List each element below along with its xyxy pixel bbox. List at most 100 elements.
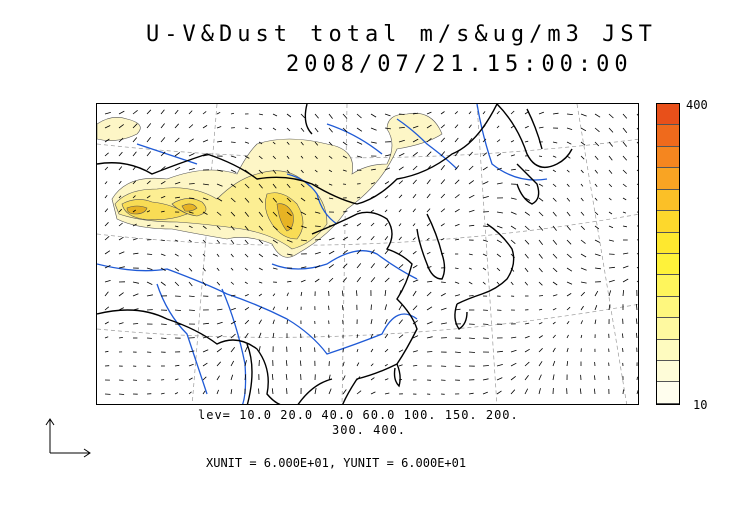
wind-arrow: [286, 306, 289, 311]
wind-arrow: [314, 127, 319, 133]
river: [476, 104, 548, 181]
wind-arrow: [510, 168, 516, 171]
wind-arrow: [356, 209, 361, 213]
wind-arrow: [636, 389, 638, 395]
wind-arrow: [398, 250, 403, 255]
wind-arrow: [580, 225, 585, 230]
colorbar-cell: [657, 296, 679, 319]
wind-arrow: [440, 111, 445, 115]
wind-arrow: [398, 264, 404, 269]
wind-arrow: [566, 253, 572, 259]
wind-arrow: [230, 267, 234, 271]
grid-line: [191, 104, 218, 404]
wind-arrow: [398, 208, 402, 213]
wind-arrow: [510, 349, 517, 353]
wind-arrow: [314, 169, 318, 173]
wind-arrow: [230, 253, 234, 258]
wind-arrow: [118, 110, 125, 115]
wind-arrow: [538, 361, 543, 367]
colorbar-cell: [657, 318, 679, 340]
wind-arrow: [412, 365, 418, 367]
wind-arrow: [244, 141, 250, 144]
wind-arrow: [300, 169, 304, 174]
wind-arrow: [594, 197, 598, 201]
wind-arrow: [454, 365, 461, 367]
wind-arrow: [328, 374, 331, 381]
wind-arrow: [160, 253, 166, 256]
grid-line: [97, 303, 638, 338]
wind-arrow: [286, 183, 291, 188]
wind-arrow: [216, 281, 221, 286]
wind-arrow: [132, 151, 137, 157]
map-title: U-V&Dust total m/s&ug/m3 JST: [146, 22, 657, 47]
wind-arrow: [468, 209, 475, 213]
wind-arrow: [636, 304, 638, 311]
wind-arrow: [230, 360, 235, 367]
wind-arrow: [566, 113, 573, 115]
river: [286, 173, 338, 225]
wind-arrow: [412, 350, 418, 353]
wind-arrow: [258, 253, 264, 258]
wind-arrow: [258, 141, 263, 145]
wind-arrow: [188, 211, 194, 214]
wind-arrow: [258, 319, 262, 325]
wind-arrow: [440, 307, 447, 311]
wind-arrow: [412, 279, 419, 283]
wind-arrow: [566, 211, 571, 217]
wind-arrow: [328, 305, 330, 311]
wind-arrow: [188, 391, 192, 395]
wind-arrow: [552, 183, 557, 188]
wind-arrow: [160, 281, 166, 286]
wind-arrow: [468, 165, 474, 171]
wind-arrow: [384, 363, 388, 367]
wind-arrow: [188, 124, 194, 129]
wind-arrow: [468, 295, 474, 297]
wind-arrow: [286, 253, 293, 256]
wind-arrow: [230, 320, 237, 325]
dust-contour-20: [114, 170, 328, 250]
wind-arrow: [314, 251, 321, 255]
wind-arrow: [300, 127, 305, 132]
wind-arrow: [356, 155, 363, 158]
wind-arrow: [524, 322, 530, 325]
wind-arrow: [188, 110, 193, 115]
wind-arrow: [356, 290, 358, 297]
wind-arrow: [202, 336, 209, 339]
wind-arrow: [188, 183, 195, 185]
colorbar-cell: [657, 104, 679, 126]
wind-arrow: [384, 348, 389, 353]
wind-arrow: [370, 222, 375, 227]
wind-arrow: [146, 210, 151, 213]
wind-arrow: [482, 138, 487, 143]
wind-arrow: [174, 392, 179, 395]
wind-arrow: [608, 169, 613, 174]
wind-arrow: [566, 141, 572, 145]
wind-arrow: [468, 281, 473, 285]
wind-arrow: [510, 211, 517, 215]
wind-arrow: [328, 169, 333, 173]
wind-arrow: [496, 239, 502, 244]
wind-arrow: [118, 151, 123, 157]
grid-line: [97, 213, 638, 246]
wind-arrow: [440, 322, 447, 325]
wind-arrow: [342, 141, 348, 146]
wind-arrow: [412, 179, 417, 185]
wind-arrow: [314, 197, 320, 201]
wind-arrow: [286, 225, 293, 230]
wind-arrow: [160, 123, 165, 129]
wind-arrow: [454, 351, 461, 353]
wind-arrow: [285, 360, 288, 367]
wind-arrow: [272, 197, 278, 203]
wind-arrow: [328, 388, 332, 395]
wind-arrow: [314, 334, 316, 339]
wind-arrow: [174, 267, 180, 272]
wind-arrow: [482, 181, 489, 185]
wind-arrow: [398, 304, 403, 311]
wind-arrow: [356, 390, 362, 395]
wind-arrow: [552, 197, 557, 202]
wind-arrow: [356, 222, 362, 227]
wind-arrow: [552, 374, 555, 381]
wind-arrow: [636, 197, 638, 199]
wind-arrow: [370, 263, 376, 269]
wind-arrow: [426, 179, 431, 185]
